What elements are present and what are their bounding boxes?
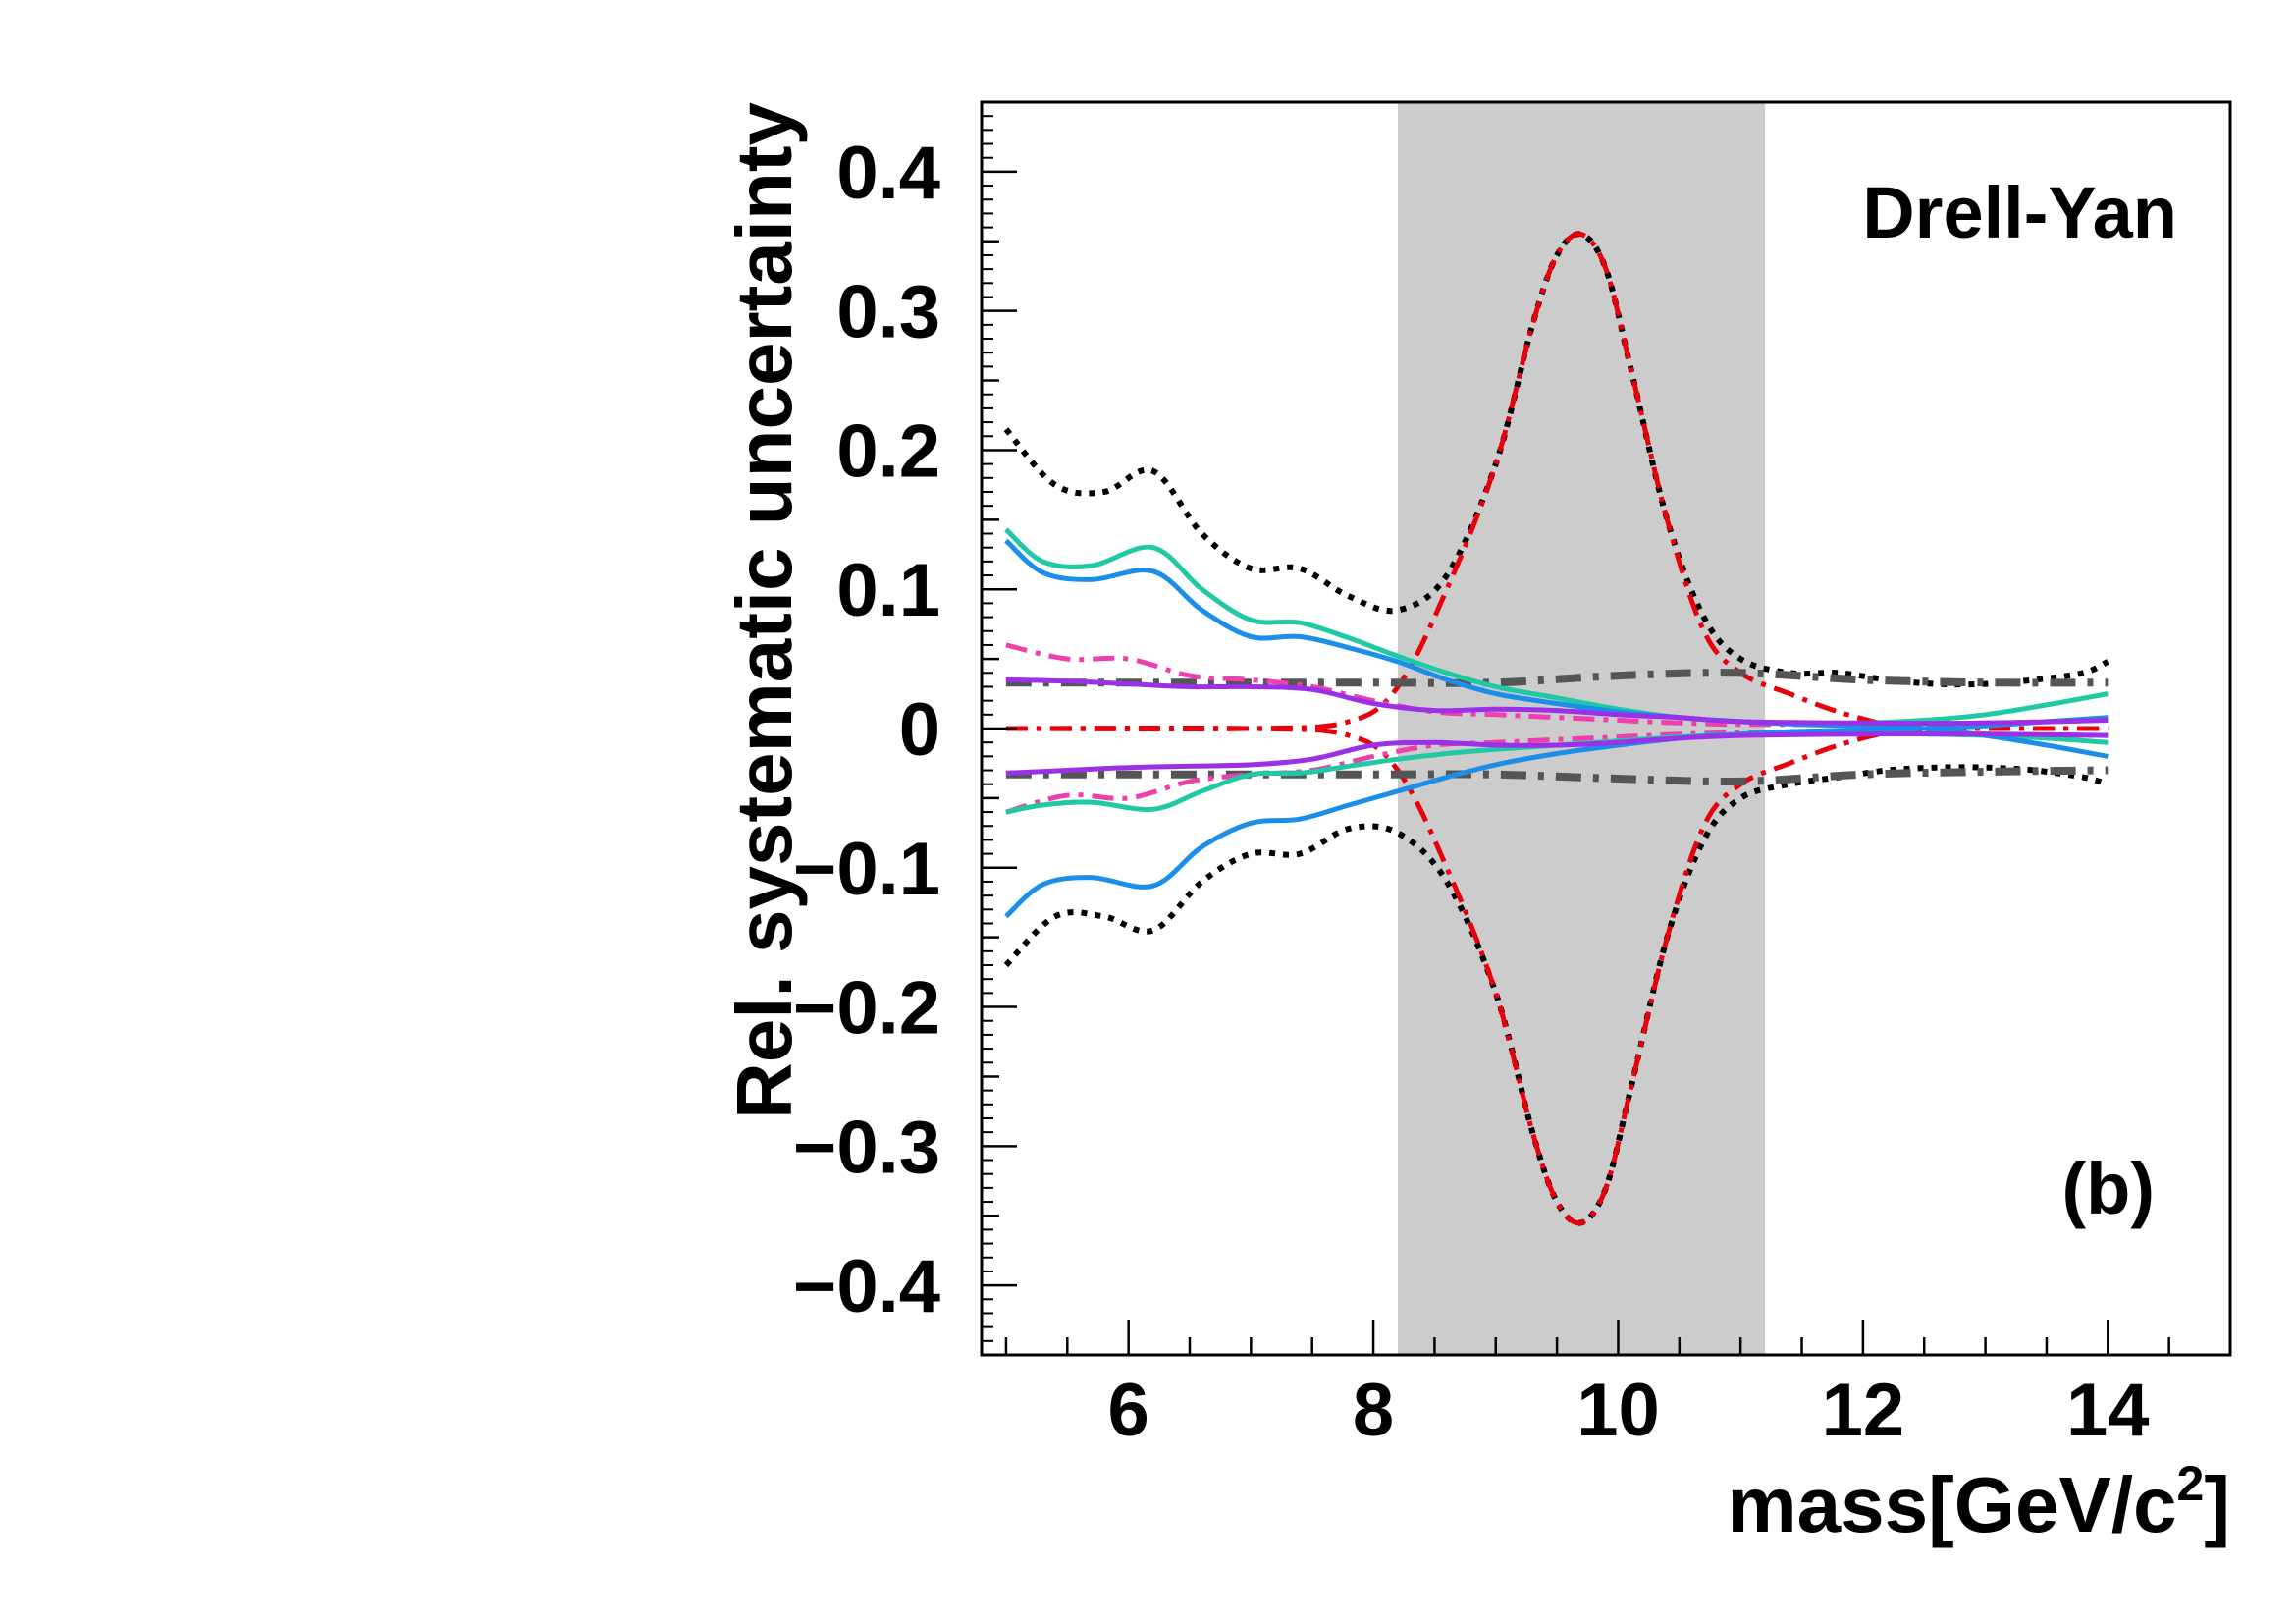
series-line-7 (1005, 642, 2109, 728)
x-tick-label: 6 (1108, 1369, 1149, 1452)
series-line-14 (1005, 730, 2109, 776)
x-axis-title-end: ] (2204, 1461, 2230, 1548)
y-tick-label: −0.3 (793, 1106, 940, 1189)
series-line-8 (1005, 730, 2109, 815)
y-tick-label: 0.3 (836, 271, 940, 354)
y-tick-label: −0.1 (793, 828, 940, 911)
series-line-5 (1005, 669, 2109, 687)
series-line-13 (1005, 676, 2109, 727)
x-tick-label: 8 (1353, 1369, 1394, 1452)
x-tick-label: 12 (1822, 1369, 1905, 1452)
annotation-process: Drell-Yan (1862, 172, 2177, 253)
y-tick-label: 0.2 (836, 409, 940, 493)
shaded-band (1398, 102, 1766, 1355)
y-tick-label: −0.4 (793, 1245, 940, 1328)
series-line-12 (1004, 715, 2109, 919)
annotation-panel: (b) (2062, 1148, 2156, 1229)
x-tick-label: 14 (2066, 1369, 2150, 1452)
y-tick-label: 0 (899, 688, 940, 772)
y-tick-label: 0.1 (836, 549, 940, 632)
series-line-6 (1005, 766, 2109, 786)
y-tick-label: 0.4 (836, 132, 940, 215)
y-tick-label: −0.2 (793, 967, 940, 1051)
y-axis-title: Rel. systematic uncertainty (721, 102, 808, 1119)
x-axis-title-superscript: 2 (2177, 1456, 2205, 1511)
x-axis-title: mass[GeV/c2] (1728, 1456, 2231, 1548)
x-axis-title-main: mass[GeV/c (1728, 1461, 2177, 1548)
x-tick-label: 10 (1576, 1369, 1660, 1452)
